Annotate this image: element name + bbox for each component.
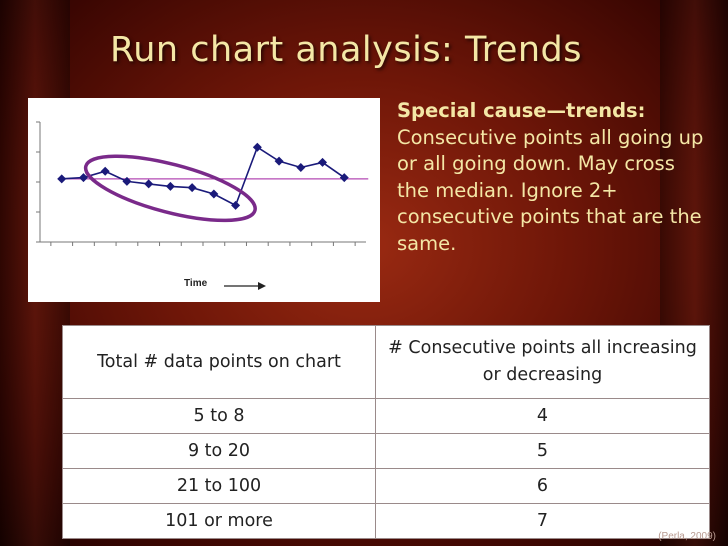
data-point xyxy=(274,156,284,166)
table-cell-count: 7 xyxy=(375,503,710,539)
time-arrow-head xyxy=(258,282,266,290)
table-cell-range: 101 or more xyxy=(62,503,376,539)
data-point xyxy=(78,173,88,183)
trend-heading: Special cause—trends: xyxy=(397,99,646,122)
run-chart-svg xyxy=(36,121,369,290)
table-cell-count: 6 xyxy=(375,468,710,504)
data-point xyxy=(165,181,175,191)
table-header-consecutive: # Consecutive points all increasing or d… xyxy=(375,325,710,399)
citation: (Perla, 2009) xyxy=(658,531,716,542)
table-row: 21 to 100 6 xyxy=(62,468,710,504)
table-row: 5 to 8 4 xyxy=(62,398,710,434)
table-row: 101 or more 7 xyxy=(62,503,710,539)
table-header-row: Total # data points on chart # Consecuti… xyxy=(62,325,710,399)
table-cell-range: 21 to 100 xyxy=(62,468,376,504)
table-cell-range: 9 to 20 xyxy=(62,433,376,469)
trend-rule-table: Total # data points on chart # Consecuti… xyxy=(62,325,710,539)
table-cell-count: 5 xyxy=(375,433,710,469)
data-point xyxy=(339,173,349,183)
x-axis-label: Time xyxy=(184,278,208,289)
table-cell-range: 5 to 8 xyxy=(62,398,376,434)
data-point xyxy=(209,189,219,199)
table-header-total: Total # data points on chart xyxy=(62,325,376,399)
data-point xyxy=(122,176,132,186)
trend-description: Special cause—trends: Consecutive points… xyxy=(397,98,712,257)
data-point xyxy=(144,179,154,189)
data-point xyxy=(187,183,197,193)
trend-highlight-ellipse xyxy=(83,154,257,223)
data-point xyxy=(100,166,110,176)
series-line xyxy=(61,146,345,207)
data-point xyxy=(296,162,306,172)
run-chart: Time xyxy=(28,98,380,302)
table-row: 9 to 20 5 xyxy=(62,433,710,469)
data-point xyxy=(318,157,328,167)
data-point xyxy=(231,200,241,210)
slide-title: Run chart analysis: Trends xyxy=(110,30,582,70)
data-point xyxy=(57,174,67,184)
trend-body: Consecutive points all going up or all g… xyxy=(397,125,704,255)
table-cell-count: 4 xyxy=(375,398,710,434)
data-point xyxy=(252,142,262,152)
